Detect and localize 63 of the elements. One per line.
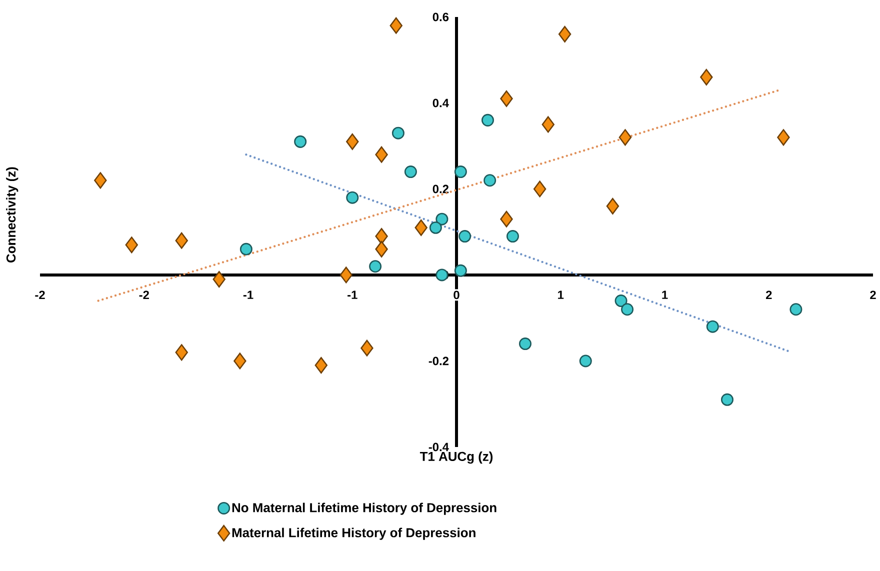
point	[579, 354, 592, 368]
x-tick-label: 0	[454, 290, 460, 300]
y-tick-label: 0.6	[432, 12, 449, 22]
point	[777, 129, 790, 146]
point	[375, 228, 388, 245]
point	[175, 344, 188, 361]
point	[346, 133, 359, 150]
point	[94, 172, 107, 189]
point	[621, 303, 634, 316]
x-tick-label: 2	[766, 290, 772, 300]
point	[392, 126, 404, 140]
point	[314, 357, 328, 374]
point	[436, 212, 448, 226]
x-tick-label: -2	[139, 290, 149, 300]
point	[369, 260, 382, 273]
x-tick-label: -1	[243, 290, 254, 299]
point	[790, 303, 802, 316]
point	[346, 191, 359, 204]
point	[700, 68, 713, 86]
point	[518, 338, 532, 350]
point	[542, 116, 554, 133]
legend-label: Maternal Lifetime History of Depression	[232, 528, 476, 540]
point	[234, 352, 246, 370]
point	[414, 219, 428, 236]
y-tick-label: -0.2	[428, 356, 449, 366]
point	[500, 90, 513, 107]
point	[404, 166, 417, 178]
point	[558, 26, 572, 42]
point	[484, 174, 496, 187]
point	[533, 180, 546, 198]
point	[500, 210, 513, 228]
point	[340, 266, 352, 284]
point	[454, 166, 467, 178]
point	[360, 340, 374, 356]
point	[390, 17, 402, 34]
point	[481, 114, 494, 126]
point	[375, 146, 388, 163]
point	[125, 236, 138, 254]
x-tick-label: -2	[35, 290, 45, 300]
legend-label: No Maternal Lifetime History of Depression	[232, 502, 496, 515]
x-axis-title: T1 AUCg (z)	[420, 452, 493, 464]
point	[212, 271, 226, 288]
point	[175, 232, 188, 249]
point	[506, 230, 519, 243]
point	[375, 240, 388, 258]
point	[429, 221, 442, 234]
y-axis-title: Connectivity (z)	[6, 167, 18, 262]
y-tick-label: -0.4	[428, 442, 449, 452]
point	[240, 242, 252, 256]
x-tick-label: -1	[348, 290, 358, 299]
point	[294, 135, 307, 148]
x-tick-label: 1	[558, 290, 564, 299]
point	[614, 294, 628, 308]
point	[618, 129, 632, 146]
point	[606, 198, 620, 214]
point	[720, 393, 734, 406]
y-tick-label: 0.2	[432, 184, 449, 194]
point	[706, 320, 719, 333]
y-tick-label: 0.4	[432, 98, 449, 108]
x-tick-label: 1	[662, 290, 668, 299]
point	[458, 230, 472, 243]
point	[454, 264, 467, 277]
x-tick-label: 2	[870, 290, 876, 300]
